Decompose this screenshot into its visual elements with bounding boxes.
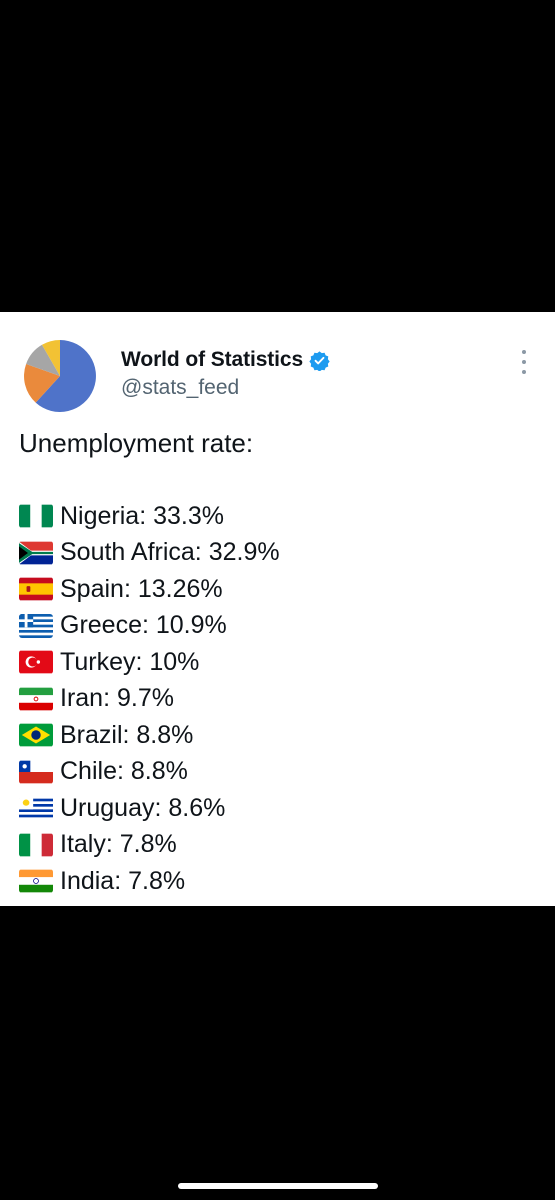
list-item-text: Brazil: 8.8% xyxy=(60,720,194,749)
tweet-card[interactable]: World of Statistics @stats_feed Unemploy… xyxy=(0,312,555,906)
account-name-row: World of Statistics xyxy=(121,348,330,372)
pie-chart-avatar[interactable] xyxy=(24,340,96,412)
list-item-text: Nigeria: 33.3% xyxy=(60,501,224,530)
tweet-title: Unemployment rate: xyxy=(19,428,254,458)
list-item-text: Turkey: 10% xyxy=(60,647,200,676)
turkey-flag-icon xyxy=(19,650,53,674)
list-item-text: Greece: 10.9% xyxy=(60,611,227,640)
list-item: Italy: 7.8% xyxy=(19,827,280,864)
account-handle[interactable]: @stats_feed xyxy=(121,376,240,399)
list-item: Greece: 10.9% xyxy=(19,608,280,645)
unemployment-list: Nigeria: 33.3% South Africa: 32.9% xyxy=(19,498,280,906)
india-flag-icon xyxy=(19,869,53,893)
list-item: Uruguay: 8.6% xyxy=(19,790,280,827)
list-item-text: Italy: 7.8% xyxy=(60,830,177,859)
account-name[interactable]: World of Statistics xyxy=(121,348,304,371)
home-indicator[interactable] xyxy=(178,1183,378,1189)
brazil-flag-icon xyxy=(19,723,53,747)
list-item: Turkey: 10% xyxy=(19,644,280,681)
list-item-text: Spain: 13.26% xyxy=(60,574,223,603)
list-item-text: India: 7.8% xyxy=(60,866,186,895)
list-item-text: Uruguay: 8.6% xyxy=(60,793,226,822)
list-item: Brazil: 8.8% xyxy=(19,717,280,754)
verified-badge-icon xyxy=(309,350,330,371)
uruguay-flag-icon xyxy=(19,796,53,821)
list-item: Iran: 9.7% xyxy=(19,681,280,718)
list-item-text: South Africa: 32.9% xyxy=(60,538,280,567)
list-item-partial xyxy=(19,900,280,907)
italy-flag-icon xyxy=(19,833,53,857)
list-item: Chile: 8.8% xyxy=(19,754,280,791)
list-item-text: Chile: 8.8% xyxy=(60,757,188,786)
list-item-text: Iran: 9.7% xyxy=(60,684,174,713)
list-item: India: 7.8% xyxy=(19,863,280,900)
greece-flag-icon xyxy=(19,613,53,638)
nigeria-flag-icon xyxy=(19,504,53,528)
spain-flag-icon xyxy=(19,577,53,601)
more-options-icon[interactable] xyxy=(515,350,533,374)
iran-flag-icon xyxy=(19,687,53,711)
chile-flag-icon xyxy=(19,760,53,784)
list-item: Nigeria: 33.3% xyxy=(19,498,280,535)
south-africa-flag-icon xyxy=(19,541,53,565)
list-item: South Africa: 32.9% xyxy=(19,535,280,572)
list-item: Spain: 13.26% xyxy=(19,571,280,608)
